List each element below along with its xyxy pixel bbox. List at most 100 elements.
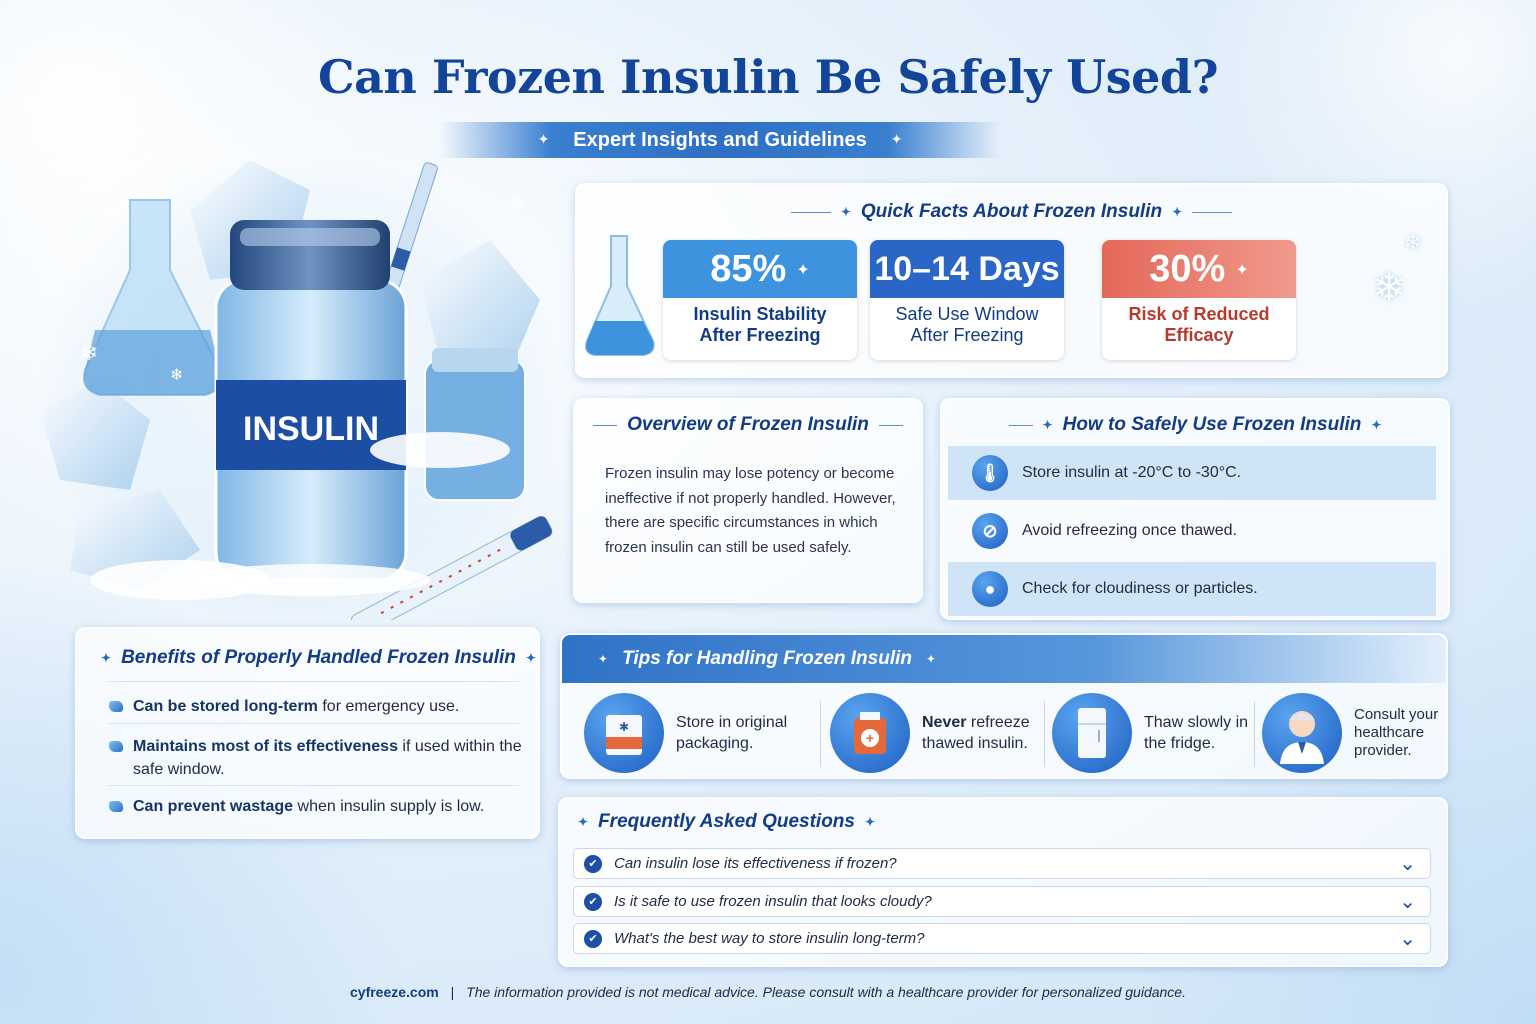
package-icon: ✱ xyxy=(584,693,664,773)
tip-text: Store in original packaging. xyxy=(676,714,788,752)
tip-text: Thaw slowly in the fridge. xyxy=(1144,714,1249,752)
flask-icon xyxy=(585,235,655,356)
footer-separator: | xyxy=(450,984,455,1000)
faq-question: Can insulin lose its effectiveness if fr… xyxy=(614,855,897,872)
thermometer-icon: 🌡 xyxy=(972,455,1008,491)
faq-panel: ✦ Frequently Asked Questions ✦ ✔ Can ins… xyxy=(558,797,1448,967)
chevron-down-icon[interactable]: ⌄ xyxy=(1399,928,1416,950)
divider xyxy=(1254,701,1255,767)
fact-value: 10–14 Days xyxy=(874,249,1060,288)
star-icon: ✦ xyxy=(1172,205,1183,219)
how-to-title: How to Safely Use Frozen Insulin xyxy=(1062,414,1362,435)
svg-text:+: + xyxy=(866,730,874,746)
bullet-icon xyxy=(109,801,123,812)
sparkle-icon: ✦ xyxy=(890,132,903,148)
tip-item: Consult your healthcare provider. xyxy=(1262,693,1442,773)
footer-site-link[interactable]: cyfreeze.com xyxy=(350,984,439,1000)
star-icon: ✦ xyxy=(598,652,609,666)
quick-facts-panel: ✦ Quick Facts About Frozen Insulin ✦ 85%… xyxy=(575,183,1448,378)
how-to-text: Avoid refreezing once thawed. xyxy=(1022,522,1237,539)
overview-panel: Overview of Frozen Insulin Frozen insuli… xyxy=(573,398,923,603)
snowflake-icon: ❄ xyxy=(1403,231,1422,256)
faq-item[interactable]: ✔ Is it safe to use frozen insulin that … xyxy=(573,886,1431,917)
benefit-bold: Can be stored long-term xyxy=(133,698,318,715)
benefit-text: when insulin supply is low. xyxy=(293,798,485,815)
vial-label: INSULIN xyxy=(243,410,379,448)
star-icon: ✦ xyxy=(1371,418,1382,432)
star-icon: ✦ xyxy=(1042,418,1053,432)
faq-item[interactable]: ✔ What's the best way to store insulin l… xyxy=(573,923,1431,954)
tip-text: Consult your healthcare provider. xyxy=(1354,706,1439,759)
fact-card-stability: 85% ✦ Insulin Stability After Freezing xyxy=(663,240,857,360)
star-icon: ✦ xyxy=(101,651,112,665)
check-icon: ✔ xyxy=(584,854,602,873)
fact-label: Risk of Reduced Efficacy xyxy=(1128,304,1270,345)
star-icon: ✦ xyxy=(926,652,937,666)
fact-label: Insulin Stability After Freezing xyxy=(693,304,827,345)
bullet-icon xyxy=(109,701,123,712)
star-icon: ✦ xyxy=(864,815,876,829)
divider xyxy=(820,701,821,767)
subtitle-banner: ✦ Expert Insights and Guidelines ✦ xyxy=(440,122,1000,158)
star-icon: ✦ xyxy=(525,651,536,665)
benefit-item: Maintains most of its effectiveness if u… xyxy=(109,735,529,781)
tip-item: + Never refreeze thawed insulin. xyxy=(830,693,1040,773)
sparkle-icon: ✦ xyxy=(1235,259,1249,279)
divider xyxy=(109,723,519,724)
faq-item[interactable]: ✔ Can insulin lose its effectiveness if … xyxy=(573,848,1431,879)
divider xyxy=(109,785,519,786)
page-title: Can Frozen Insulin Be Safely Used? xyxy=(317,50,1219,104)
faq-question: What's the best way to store insulin lon… xyxy=(614,930,925,947)
tips-title: Tips for Handling Frozen Insulin xyxy=(622,648,912,669)
divider xyxy=(1044,701,1045,767)
star-icon: ✦ xyxy=(840,205,851,219)
benefits-title: Benefits of Properly Handled Frozen Insu… xyxy=(121,647,516,668)
faq-question: Is it safe to use frozen insulin that lo… xyxy=(614,893,932,910)
bullet-icon xyxy=(109,741,123,752)
doctor-icon xyxy=(1262,693,1342,773)
chevron-down-icon[interactable]: ⌄ xyxy=(1399,891,1416,913)
title-divider xyxy=(1008,424,1033,426)
how-to-item: 🌡 Store insulin at -20°C to -30°C. xyxy=(948,446,1436,500)
tip-text: refreeze thawed insulin. xyxy=(922,714,1030,752)
benefit-text: for emergency use. xyxy=(317,698,460,715)
no-refreeze-icon: ⊘ xyxy=(972,513,1008,549)
fridge-icon xyxy=(1052,693,1132,773)
benefit-bold: Maintains most of its effectiveness xyxy=(133,738,398,755)
snowflake-icon: ❄ xyxy=(1372,265,1406,311)
title-divider xyxy=(1192,211,1233,213)
benefit-text: if used within the safe window. xyxy=(133,738,522,778)
benefit-item: Can prevent wastage when insulin supply … xyxy=(109,795,529,818)
tip-bold: Never xyxy=(922,714,967,731)
benefits-panel: ✦ Benefits of Properly Handled Frozen In… xyxy=(75,627,540,839)
chevron-down-icon[interactable]: ⌄ xyxy=(1399,853,1416,875)
check-icon: ✔ xyxy=(584,892,602,911)
snowflake-icon: ❄ xyxy=(80,341,98,366)
svg-text:✱: ✱ xyxy=(619,720,629,734)
tip-item: ✱ Store in original packaging. xyxy=(584,693,814,773)
tip-item: Thaw slowly in the fridge. xyxy=(1052,693,1262,773)
how-to-text: Check for cloudiness or particles. xyxy=(1022,580,1258,597)
footer-disclaimer: The information provided is not medical … xyxy=(466,984,1186,1000)
how-to-item: ⊘ Avoid refreezing once thawed. xyxy=(948,504,1436,558)
title-divider xyxy=(878,424,903,426)
check-icon: ✔ xyxy=(584,929,602,948)
footer: cyfreeze.com | The information provided … xyxy=(0,984,1536,1000)
sparkle-icon: ✦ xyxy=(796,259,810,279)
particles-icon: ● xyxy=(972,571,1008,607)
title-divider xyxy=(790,211,831,213)
fact-label: Safe Use Window After Freezing xyxy=(895,304,1039,345)
tips-panel: ✦ Tips for Handling Frozen Insulin ✦ ✱ S… xyxy=(560,633,1448,779)
insulin-vial-illustration: INSULIN ❄ ❄ ❄ xyxy=(40,150,560,644)
star-icon: ✦ xyxy=(578,815,589,829)
benefit-bold: Can prevent wastage xyxy=(133,798,294,815)
how-to-item: ● Check for cloudiness or particles. xyxy=(948,562,1436,616)
quick-facts-title: Quick Facts About Frozen Insulin xyxy=(860,201,1163,222)
fact-value: 30% xyxy=(1149,247,1226,290)
snowflake-icon: ❄ xyxy=(170,365,183,384)
title-divider xyxy=(593,424,618,426)
ice-block-shape xyxy=(40,380,150,490)
overview-text: Frozen insulin may lose potency or becom… xyxy=(605,465,896,556)
page-subtitle: Expert Insights and Guidelines xyxy=(573,128,867,151)
fact-value: 85% xyxy=(710,247,787,290)
